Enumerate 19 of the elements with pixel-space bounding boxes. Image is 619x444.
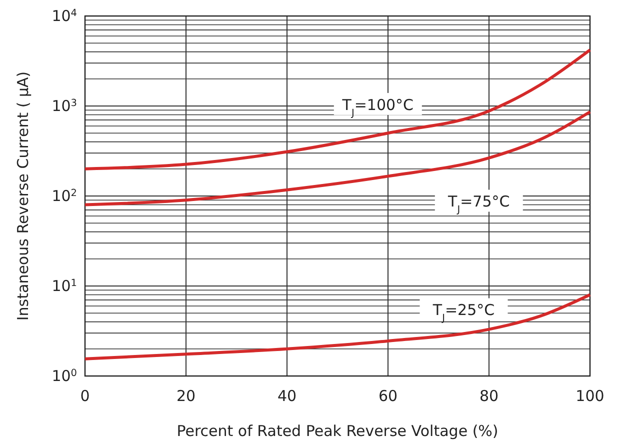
x-tick-label: 0 [80, 387, 90, 405]
y-tick-label: 10$^{0}$ [52, 367, 77, 385]
y-tick-label: 10$^{4}$ [52, 7, 77, 25]
series-label: T$_{J}$=75°C [447, 192, 510, 216]
x-tick-label: 20 [176, 387, 196, 405]
series-label: T$_{J}$=100°C [341, 96, 414, 118]
x-tick-label: 40 [277, 387, 297, 405]
y-tick-label: 10$^{2}$ [52, 187, 77, 205]
x-axis-title: Percent of Rated Peak Reverse Voltage (%) [176, 422, 498, 440]
y-tick-label: 10$^{3}$ [52, 97, 77, 115]
x-tick-label: 80 [479, 387, 499, 405]
series-label: T$_{J}$=25°C [432, 301, 495, 324]
x-tick-label: 100 [576, 387, 604, 405]
line-series [84, 293, 592, 360]
line-series [84, 110, 592, 206]
y-tick-label: 10$^{1}$ [52, 277, 77, 295]
y-axis-title: Instaneous Reverse Current ( μA) [14, 71, 32, 321]
line-series [84, 48, 592, 170]
x-tick-label: 60 [378, 387, 398, 405]
